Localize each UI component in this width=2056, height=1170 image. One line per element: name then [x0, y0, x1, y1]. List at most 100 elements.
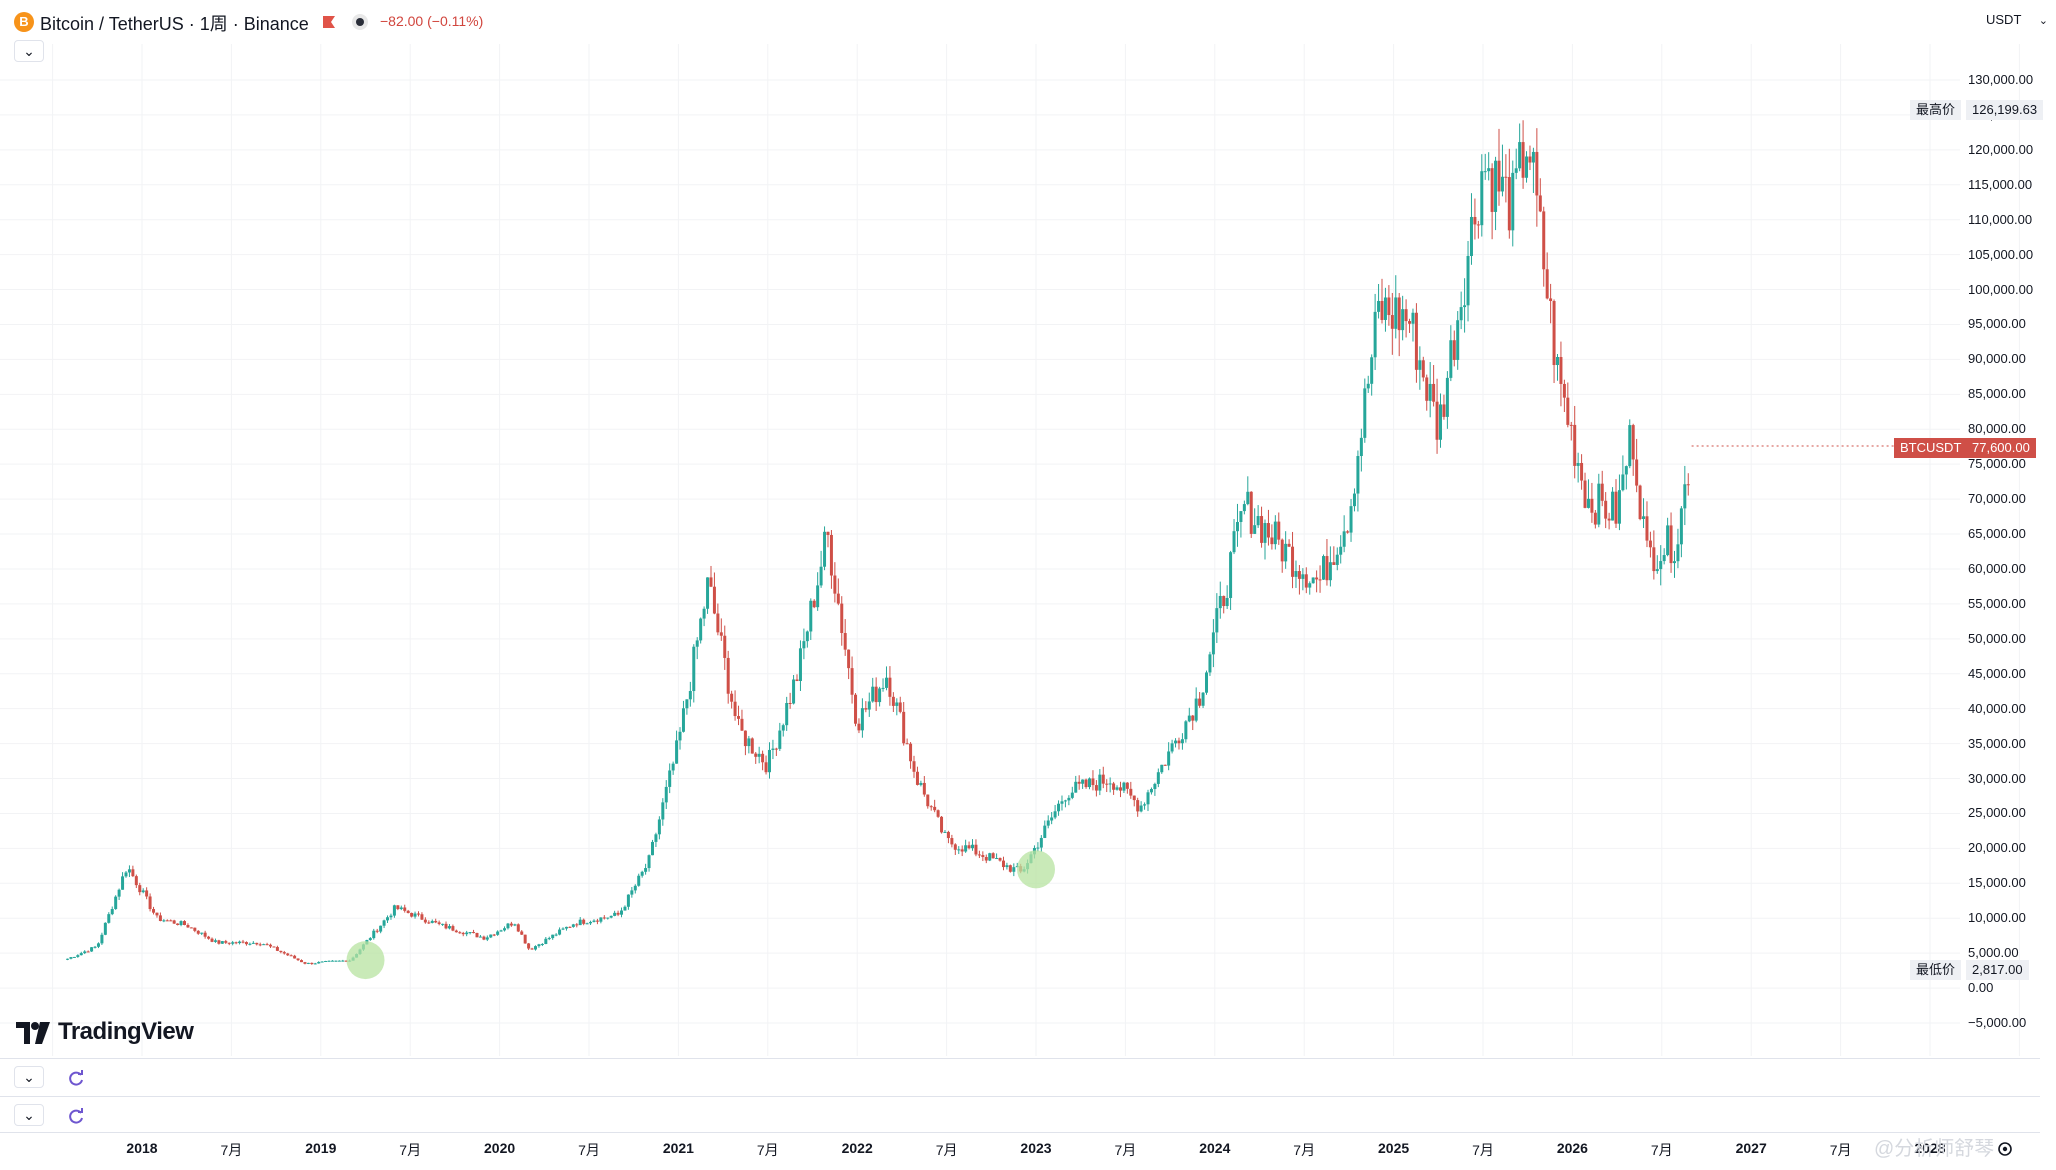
candle	[1387, 285, 1391, 326]
candle	[1060, 795, 1064, 811]
candle	[1249, 491, 1253, 538]
candle-body	[726, 657, 730, 694]
candle	[847, 649, 851, 680]
time-axis-tick: 2022	[841, 1140, 873, 1156]
candle-body	[1304, 574, 1308, 588]
price-chart[interactable]	[0, 44, 2040, 1132]
candle	[633, 884, 637, 894]
candle-body	[1084, 779, 1088, 788]
candle-body	[792, 679, 796, 704]
candle	[919, 780, 923, 787]
time-axis-tick: 7月	[1114, 1142, 1137, 1158]
candle	[974, 839, 978, 857]
candle-body	[1428, 383, 1432, 401]
candle-body	[1611, 491, 1615, 521]
candle-body	[341, 960, 345, 962]
candle	[1397, 293, 1401, 357]
candle	[1232, 519, 1236, 555]
candle	[630, 886, 634, 898]
candle	[647, 854, 651, 872]
candle-body	[478, 936, 482, 938]
tradingview-logo-text: TradingView	[58, 1018, 194, 1045]
candle	[613, 910, 617, 917]
currency-selector[interactable]: USDT ⌄	[1986, 12, 2048, 27]
candle	[1187, 707, 1191, 723]
candle	[1614, 479, 1618, 529]
candle	[792, 674, 796, 705]
candle-body	[1149, 789, 1153, 793]
candle	[1655, 555, 1659, 574]
candle-body	[623, 906, 627, 911]
flag-icon[interactable]	[322, 15, 336, 29]
symbol-title[interactable]: Bitcoin / TetherUS · 1周 · Binance	[40, 14, 309, 34]
candle-body	[788, 702, 792, 704]
candle	[964, 839, 968, 853]
candle-body	[1146, 792, 1150, 805]
candle	[399, 905, 403, 911]
candle	[96, 942, 100, 949]
candle	[379, 925, 383, 934]
candle-body	[860, 708, 864, 731]
candle-body	[936, 810, 940, 817]
candle	[544, 936, 548, 945]
candle-body	[251, 942, 255, 944]
candle-body	[1057, 803, 1061, 812]
candle	[152, 906, 156, 915]
candle-body	[1648, 540, 1652, 548]
candle-body	[971, 844, 975, 849]
pane-collapse-button[interactable]: ⌄	[14, 1104, 44, 1126]
candle	[1046, 815, 1050, 829]
pane-collapse-button[interactable]: ⌄	[14, 1066, 44, 1088]
price-axis-tick: 45,000.00	[1968, 665, 2026, 681]
candle-body	[96, 943, 100, 947]
candle	[1050, 812, 1054, 825]
candle	[1070, 786, 1074, 800]
legend-collapse-button[interactable]: ⌄	[14, 40, 44, 62]
candle	[1008, 864, 1012, 873]
candle-body	[864, 708, 868, 710]
candle-body	[1421, 360, 1425, 378]
candle	[936, 809, 940, 818]
candle	[602, 915, 606, 920]
candle-body	[530, 948, 534, 950]
candle	[1112, 781, 1116, 795]
candle-body	[668, 770, 672, 787]
candle	[1177, 737, 1181, 750]
candle-body	[248, 943, 252, 945]
candle-body	[117, 889, 121, 897]
refresh-icon[interactable]	[66, 1068, 86, 1088]
candle-body	[915, 771, 919, 785]
candle	[737, 705, 741, 726]
candle-body	[1425, 377, 1429, 401]
time-axis-tick: 2024	[1199, 1140, 1231, 1156]
candle-body	[1597, 483, 1601, 525]
candle	[1638, 484, 1642, 521]
candle-body	[458, 932, 462, 934]
candle	[110, 906, 114, 916]
candle	[1473, 198, 1477, 240]
candle	[458, 931, 462, 934]
candle-body	[1115, 787, 1119, 790]
refresh-icon[interactable]	[66, 1106, 86, 1126]
candle-body	[162, 920, 166, 922]
candle-body	[1459, 307, 1463, 321]
candle	[826, 531, 830, 548]
candle-body	[1569, 424, 1573, 426]
candle-body	[107, 914, 111, 923]
candle-body	[1077, 781, 1081, 784]
candle	[895, 698, 899, 716]
time-axis-tick: 7月	[1472, 1142, 1494, 1158]
price-axis-tick: 5,000.00	[1968, 945, 2019, 961]
candle	[100, 932, 104, 945]
candle-body	[712, 586, 716, 614]
candle-body	[1315, 577, 1319, 580]
candle	[196, 930, 200, 935]
gear-icon[interactable]	[1996, 1140, 2014, 1158]
candle	[561, 927, 565, 931]
candle-body	[1153, 783, 1157, 790]
candle	[1511, 160, 1515, 247]
candle	[478, 934, 482, 938]
market-status-icon[interactable]	[352, 14, 368, 30]
time-axis-tick: 7月	[1293, 1142, 1316, 1158]
candle	[1125, 782, 1129, 794]
